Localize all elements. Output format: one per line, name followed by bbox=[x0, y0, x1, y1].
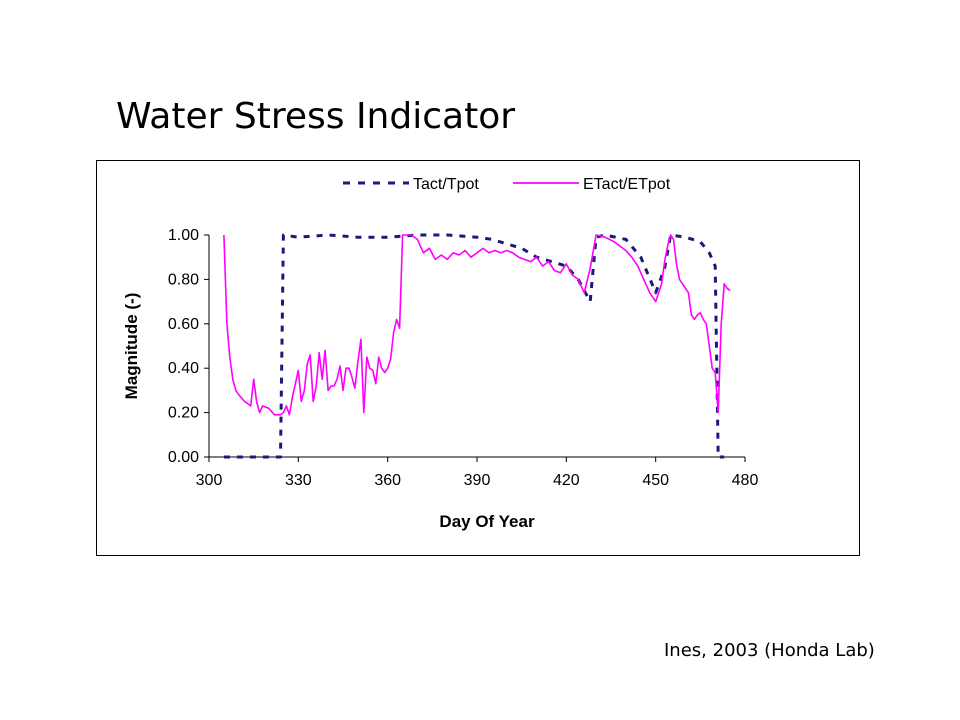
chart-legend: Tact/Tpot ETact/ETpot bbox=[343, 176, 671, 193]
chart-series bbox=[223, 233, 731, 459]
y-tick-label: 0.00 bbox=[168, 449, 199, 466]
x-tick-label: 450 bbox=[642, 472, 669, 489]
legend-label-1: Tact/Tpot bbox=[413, 176, 479, 193]
y-tick-label: 0.40 bbox=[168, 360, 199, 377]
series-line-1 bbox=[223, 233, 725, 459]
x-tick-label: 420 bbox=[553, 472, 580, 489]
x-tick-label: 480 bbox=[732, 472, 759, 489]
slide-title: Water Stress Indicator bbox=[116, 96, 516, 137]
x-tick-label: 390 bbox=[464, 472, 491, 489]
y-tick-label: 0.80 bbox=[168, 271, 199, 288]
x-tick-label: 360 bbox=[374, 472, 401, 489]
y-tick-label: 0.20 bbox=[168, 405, 199, 422]
y-tick-label: 0.60 bbox=[168, 316, 199, 333]
chart-frame: 0.00 0.20 0.40 0.60 0.80 1.00 300 330 360 390 420 4… bbox=[96, 160, 860, 556]
x-tick-label: 330 bbox=[285, 472, 312, 489]
y-tick-label: 1.00 bbox=[168, 227, 199, 244]
citation-text: Ines, 2003 (Honda Lab) bbox=[664, 640, 875, 661]
legend-label-2: ETact/ETpot bbox=[583, 176, 671, 193]
line-chart: 0.00 0.20 0.40 0.60 0.80 1.00 300 330 360 390 420 4… bbox=[122, 176, 758, 531]
x-tick-label: 300 bbox=[196, 472, 223, 489]
x-axis-title: Day Of Year bbox=[439, 512, 535, 531]
y-axis-title: Magnitude (-) bbox=[122, 293, 141, 400]
series-line-2 bbox=[223, 234, 731, 416]
chart-axes: 0.00 0.20 0.40 0.60 0.80 1.00 300 330 360 390 420 4… bbox=[122, 227, 758, 531]
